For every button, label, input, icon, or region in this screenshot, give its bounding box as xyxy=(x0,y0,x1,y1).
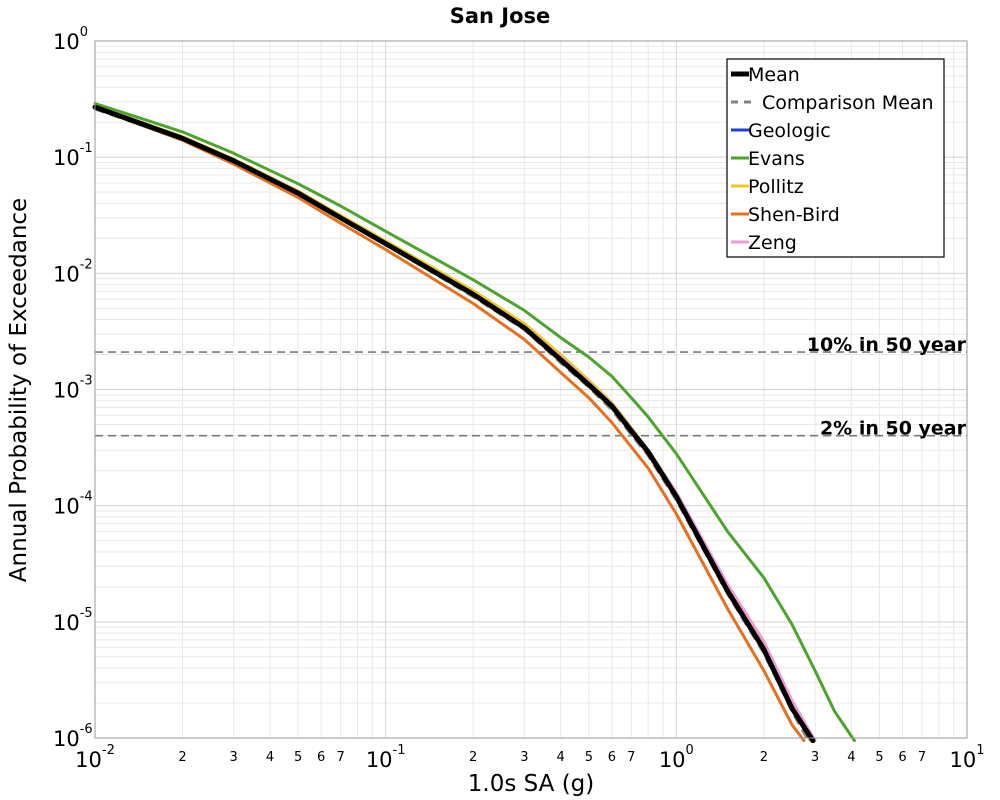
legend-box xyxy=(726,58,945,258)
x-minor-tick-label: 4 xyxy=(266,750,274,765)
legend-label: Comparison Mean xyxy=(762,92,934,114)
x-minor-tick-label: 2 xyxy=(760,750,768,765)
y-tick-label: 100 xyxy=(53,25,88,54)
series-line-zeng xyxy=(93,105,817,743)
x-minor-tick-label: 3 xyxy=(230,750,238,765)
reference-line-label: 2% in 50 year xyxy=(820,418,967,440)
x-axis-label: 1.0s SA (g) xyxy=(468,771,595,797)
x-minor-tick-label: 4 xyxy=(557,750,565,765)
legend-label: Mean xyxy=(748,64,800,86)
x-minor-tick-label: 4 xyxy=(847,750,855,765)
series-line-evans xyxy=(93,102,856,743)
reference-line-label: 10% in 50 year xyxy=(807,334,967,356)
y-axis-ticks: 100 10-1 10-2 10-3 10-4 10-5 10-6 xyxy=(53,25,93,751)
x-minor-tick-label: 5 xyxy=(294,750,302,765)
legend-label: Zeng xyxy=(748,232,797,254)
x-minor-tick-label: 2 xyxy=(469,750,477,765)
x-minor-tick-label: 3 xyxy=(811,750,819,765)
x-minor-tick-label: 5 xyxy=(585,750,593,765)
x-minor-tick-label: 7 xyxy=(337,750,345,765)
y-tick-label: 10-4 xyxy=(53,490,93,519)
x-minor-tick-label: 6 xyxy=(317,750,325,765)
x-minor-tick-label: 7 xyxy=(918,750,926,765)
series-lines xyxy=(92,102,856,744)
x-minor-tick-label: 3 xyxy=(520,750,528,765)
y-tick-label: 10-5 xyxy=(53,606,93,635)
legend-label: Shen-Bird xyxy=(748,204,840,226)
series-line-geologic xyxy=(93,105,813,743)
legend-label: Geologic xyxy=(748,120,831,142)
x-minor-tick-label: 6 xyxy=(898,750,906,765)
x-minor-tick-label: 7 xyxy=(627,750,635,765)
x-tick-label: 10-1 xyxy=(366,743,406,772)
plot-frame xyxy=(94,40,968,739)
series-line-mean xyxy=(92,104,816,744)
x-minor-tick-label: 5 xyxy=(875,750,883,765)
x-minor-tick-label: 2 xyxy=(178,750,186,765)
series-line-shen-bird xyxy=(93,106,806,743)
y-tick-label: 10-1 xyxy=(53,141,93,170)
series-line-pollitz xyxy=(93,104,813,743)
legend-label: Pollitz xyxy=(748,176,804,198)
x-tick-label: 10-2 xyxy=(75,743,115,772)
x-tick-label: 101 xyxy=(949,743,984,772)
y-tick-label: 10-6 xyxy=(53,722,93,751)
reference-lines: 10% in 50 year 2% in 50 year xyxy=(95,334,967,440)
y-axis-label: Annual Probability of Exceedance xyxy=(6,198,32,582)
legend: Mean Comparison Mean Geologic Evans Pollitz S… xyxy=(726,58,945,258)
legend-label: Evans xyxy=(748,148,805,170)
x-tick-label: 100 xyxy=(659,743,694,772)
chart-title: San Jose xyxy=(450,4,551,28)
x-minor-tick-label: 6 xyxy=(608,750,616,765)
y-tick-label: 10-2 xyxy=(53,257,93,286)
y-tick-label: 10-3 xyxy=(53,374,93,403)
